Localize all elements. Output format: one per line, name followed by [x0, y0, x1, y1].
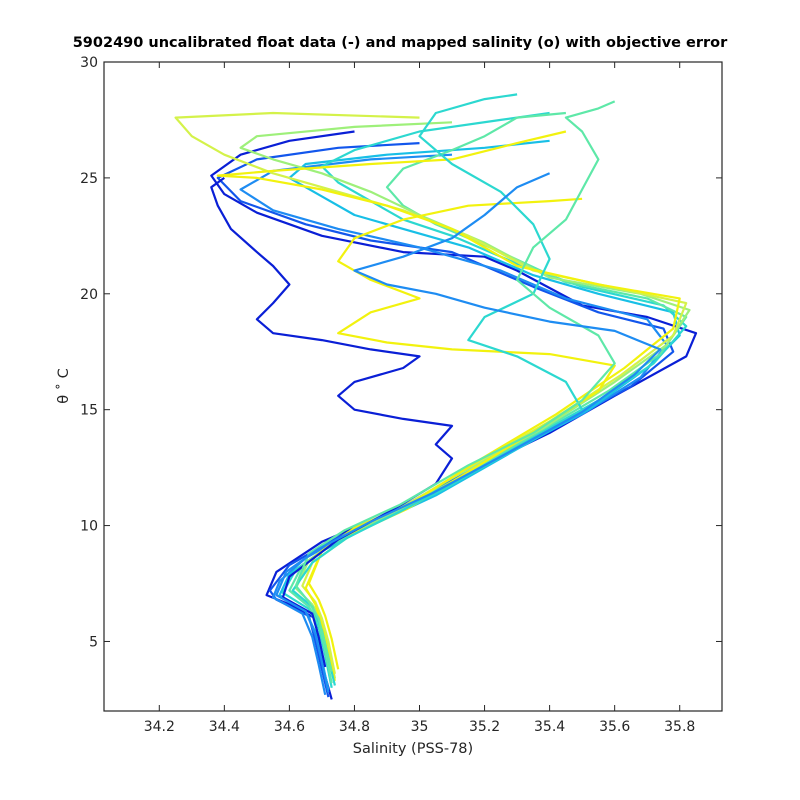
x-axis: 34.2 34.4 34.6 34.8 35 35.2 35.4 35.6 35.8	[144, 62, 695, 735]
x-tick-label: 34.4	[209, 719, 240, 735]
y-tick-label: 15	[80, 403, 98, 419]
y-tick-label: 5	[89, 634, 98, 650]
y-tick-label: 25	[80, 171, 98, 187]
series-line-2	[239, 153, 668, 696]
x-axis-label: Salinity (PSS-78)	[353, 741, 473, 757]
series-line-11	[291, 93, 584, 686]
x-tick-label: 34.6	[274, 719, 305, 735]
y-tick-label: 10	[80, 519, 98, 535]
x-tick-label: 34.2	[144, 719, 175, 735]
series-line-10	[210, 177, 454, 668]
x-tick-label: 35.2	[469, 719, 500, 735]
x-tick-label: 34.8	[339, 719, 370, 735]
series-line-9	[304, 197, 616, 682]
axes-box	[103, 61, 723, 712]
y-axis-label: θ ˚ C	[55, 368, 72, 403]
x-tick-label: 35.8	[664, 719, 695, 735]
y-tick-label: 30	[80, 55, 98, 71]
x-tick-label: 35.6	[599, 719, 630, 735]
series-line-13	[275, 172, 662, 693]
y-axis: 5 10 15 20 25 30	[80, 55, 722, 650]
x-tick-label: 35	[411, 719, 429, 735]
series-line-12	[294, 100, 616, 672]
series-layer	[174, 93, 698, 700]
series-line-0	[210, 130, 698, 700]
y-tick-label: 20	[80, 287, 98, 303]
series-line-7	[174, 111, 688, 675]
series-line-4	[281, 111, 688, 689]
chart-title: 5902490 uncalibrated float data (-) and …	[73, 35, 728, 51]
x-tick-label: 35.4	[534, 719, 565, 735]
